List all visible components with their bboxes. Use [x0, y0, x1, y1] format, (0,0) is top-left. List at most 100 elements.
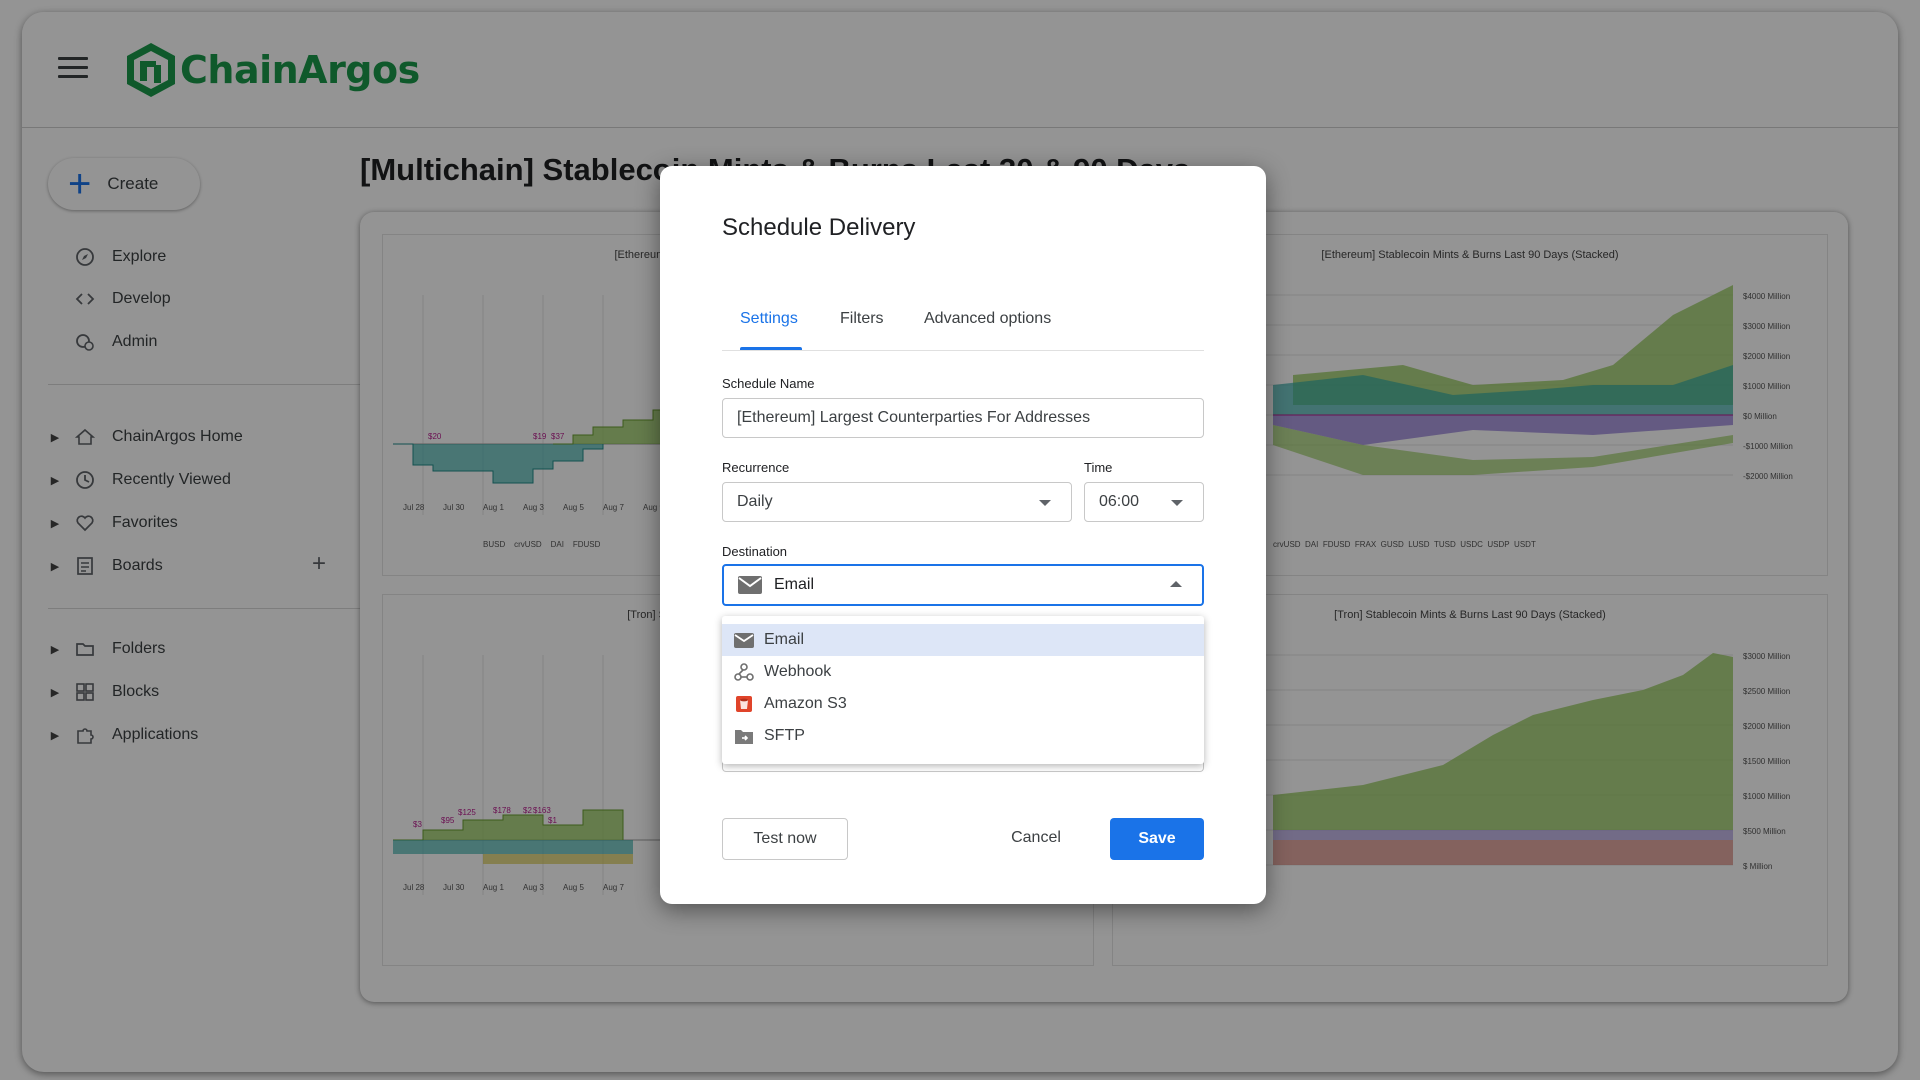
time-value: 06:00: [1099, 493, 1140, 510]
chainargos-logo[interactable]: ChainArgos: [124, 40, 420, 100]
puzzle-icon: [74, 724, 96, 746]
sidebar-item-chainargos-home[interactable]: ▶ ChainArgos Home: [48, 420, 348, 454]
test-now-button[interactable]: Test now: [722, 818, 848, 860]
sidebar-item-label: Applications: [112, 726, 199, 743]
svg-text:Aug 5: Aug 5: [563, 883, 584, 892]
sidebar-item-label: ChainArgos Home: [112, 428, 243, 445]
svg-text:$0 Million: $0 Million: [1743, 412, 1777, 421]
amazon-s3-icon: [734, 694, 754, 714]
caret-right-icon[interactable]: ▶: [50, 474, 60, 487]
chart-legend: crvUSD DAI FDUSD FRAX GUSD LUSD TUSD USD…: [1273, 540, 1536, 549]
menu-item-webhook[interactable]: Webhook: [722, 656, 1204, 688]
top-header: ChainArgos: [22, 12, 1898, 128]
svg-text:$1000 Million: $1000 Million: [1743, 792, 1790, 801]
sidebar-item-applications[interactable]: ▶ Applications: [48, 718, 348, 752]
caret-right-icon[interactable]: ▶: [50, 431, 60, 444]
sidebar-item-develop[interactable]: Develop: [48, 282, 348, 316]
svg-text:Aug 3: Aug 3: [523, 883, 544, 892]
sidebar-divider: [48, 384, 360, 385]
sidebar-item-label: Recently Viewed: [112, 471, 231, 488]
hamburger-menu-icon[interactable]: [58, 57, 88, 79]
sidebar-item-label: Blocks: [112, 683, 160, 700]
svg-text:Jul 28: Jul 28: [403, 883, 425, 892]
svg-text:$2000 Million: $2000 Million: [1743, 352, 1790, 361]
sidebar-item-boards[interactable]: ▶ Boards: [48, 549, 348, 583]
svg-text:$3000 Million: $3000 Million: [1743, 652, 1790, 661]
menu-item-amazon-s3[interactable]: Amazon S3: [722, 688, 1204, 720]
chart-graphic: $4000 Million $3000 Million $2000 Million $…: [1123, 285, 1793, 481]
svg-text:$2: $2: [523, 806, 532, 815]
home-icon: [74, 426, 96, 448]
dialog-tabs: Settings Filters Advanced options: [722, 304, 1204, 351]
svg-text:$37: $37: [551, 432, 565, 441]
code-icon: [74, 288, 96, 310]
create-label: Create: [107, 174, 159, 193]
sidebar-item-label: Explore: [112, 248, 167, 265]
tab-filters[interactable]: Filters: [840, 310, 884, 327]
svg-text:$1: $1: [548, 816, 557, 825]
caret-right-icon[interactable]: ▶: [50, 517, 60, 530]
heart-icon: [74, 512, 96, 534]
menu-item-email[interactable]: Email: [722, 624, 1204, 656]
menu-item-label: SFTP: [764, 727, 805, 744]
caret-right-icon[interactable]: ▶: [50, 643, 60, 656]
caret-right-icon[interactable]: ▶: [50, 560, 60, 573]
schedule-name-input[interactable]: [Ethereum] Largest Counterparties For Ad…: [722, 398, 1204, 438]
svg-text:Aug 7: Aug 7: [603, 883, 624, 892]
mail-icon: [734, 630, 754, 650]
destination-dropdown-menu: Email Webhook Amazon S3 SFTP: [722, 616, 1204, 764]
sidebar-item-folders[interactable]: ▶ Folders: [48, 632, 348, 666]
svg-text:$95: $95: [441, 816, 455, 825]
chart-title: [Ethereum] Stablecoin Mints & Burns Last…: [1321, 249, 1619, 261]
dialog-title: Schedule Delivery: [722, 214, 916, 241]
tab-settings[interactable]: Settings: [740, 310, 798, 327]
sidebar-item-favorites[interactable]: ▶ Favorites: [48, 506, 348, 540]
recurrence-value: Daily: [737, 493, 773, 510]
sidebar-item-blocks[interactable]: ▶ Blocks: [48, 675, 348, 709]
svg-text:$19: $19: [533, 432, 547, 441]
menu-item-sftp[interactable]: SFTP: [722, 720, 1204, 752]
cancel-button[interactable]: Cancel: [1011, 829, 1061, 846]
sidebar-item-explore[interactable]: Explore: [48, 240, 348, 274]
tab-advanced-options[interactable]: Advanced options: [924, 310, 1052, 327]
sidebar-item-label: Develop: [112, 290, 171, 307]
save-button[interactable]: Save: [1110, 818, 1204, 860]
svg-text:$3000 Million: $3000 Million: [1743, 322, 1790, 331]
caret-right-icon[interactable]: ▶: [50, 729, 60, 742]
svg-text:$1500 Million: $1500 Million: [1743, 757, 1790, 766]
recurrence-label: Recurrence: [722, 460, 790, 475]
active-tab-indicator: [740, 347, 802, 350]
svg-text:Aug 7: Aug 7: [603, 503, 624, 512]
svg-text:Aug 1: Aug 1: [483, 503, 504, 512]
sidebar-item-admin[interactable]: Admin: [48, 325, 348, 359]
menu-item-label: Webhook: [764, 663, 832, 680]
sidebar-item-label: Favorites: [112, 514, 178, 531]
svg-text:$ Million: $ Million: [1743, 862, 1772, 871]
clock-icon: [74, 469, 96, 491]
folder-icon: [74, 638, 96, 660]
add-board-icon[interactable]: +: [312, 550, 327, 577]
svg-text:Aug 1: Aug 1: [483, 883, 504, 892]
svg-text:-$2000 Million: -$2000 Million: [1743, 472, 1793, 481]
sftp-folder-icon: [734, 726, 754, 746]
time-label: Time: [1084, 460, 1113, 475]
schedule-name-label: Schedule Name: [722, 376, 815, 391]
svg-text:Aug 3: Aug 3: [523, 503, 544, 512]
svg-text:Jul 30: Jul 30: [443, 883, 465, 892]
menu-item-label: Email: [764, 631, 805, 648]
create-button[interactable]: + Create: [48, 158, 200, 210]
destination-select[interactable]: Email: [722, 564, 1204, 606]
mail-icon: [738, 576, 762, 594]
dropdown-arrow-icon: [1171, 500, 1183, 506]
caret-right-icon[interactable]: ▶: [50, 686, 60, 699]
sidebar-item-label: Folders: [112, 640, 166, 657]
recurrence-select[interactable]: Daily: [722, 482, 1072, 522]
time-select[interactable]: 06:00: [1084, 482, 1204, 522]
plus-icon: +: [68, 162, 92, 206]
svg-text:$178: $178: [493, 806, 511, 815]
svg-text:Jul 28: Jul 28: [403, 503, 425, 512]
sidebar-item-recently-viewed[interactable]: ▶ Recently Viewed: [48, 463, 348, 497]
compass-icon: [74, 246, 96, 268]
svg-text:$3: $3: [413, 820, 422, 829]
dropdown-arrow-icon: [1039, 500, 1051, 506]
